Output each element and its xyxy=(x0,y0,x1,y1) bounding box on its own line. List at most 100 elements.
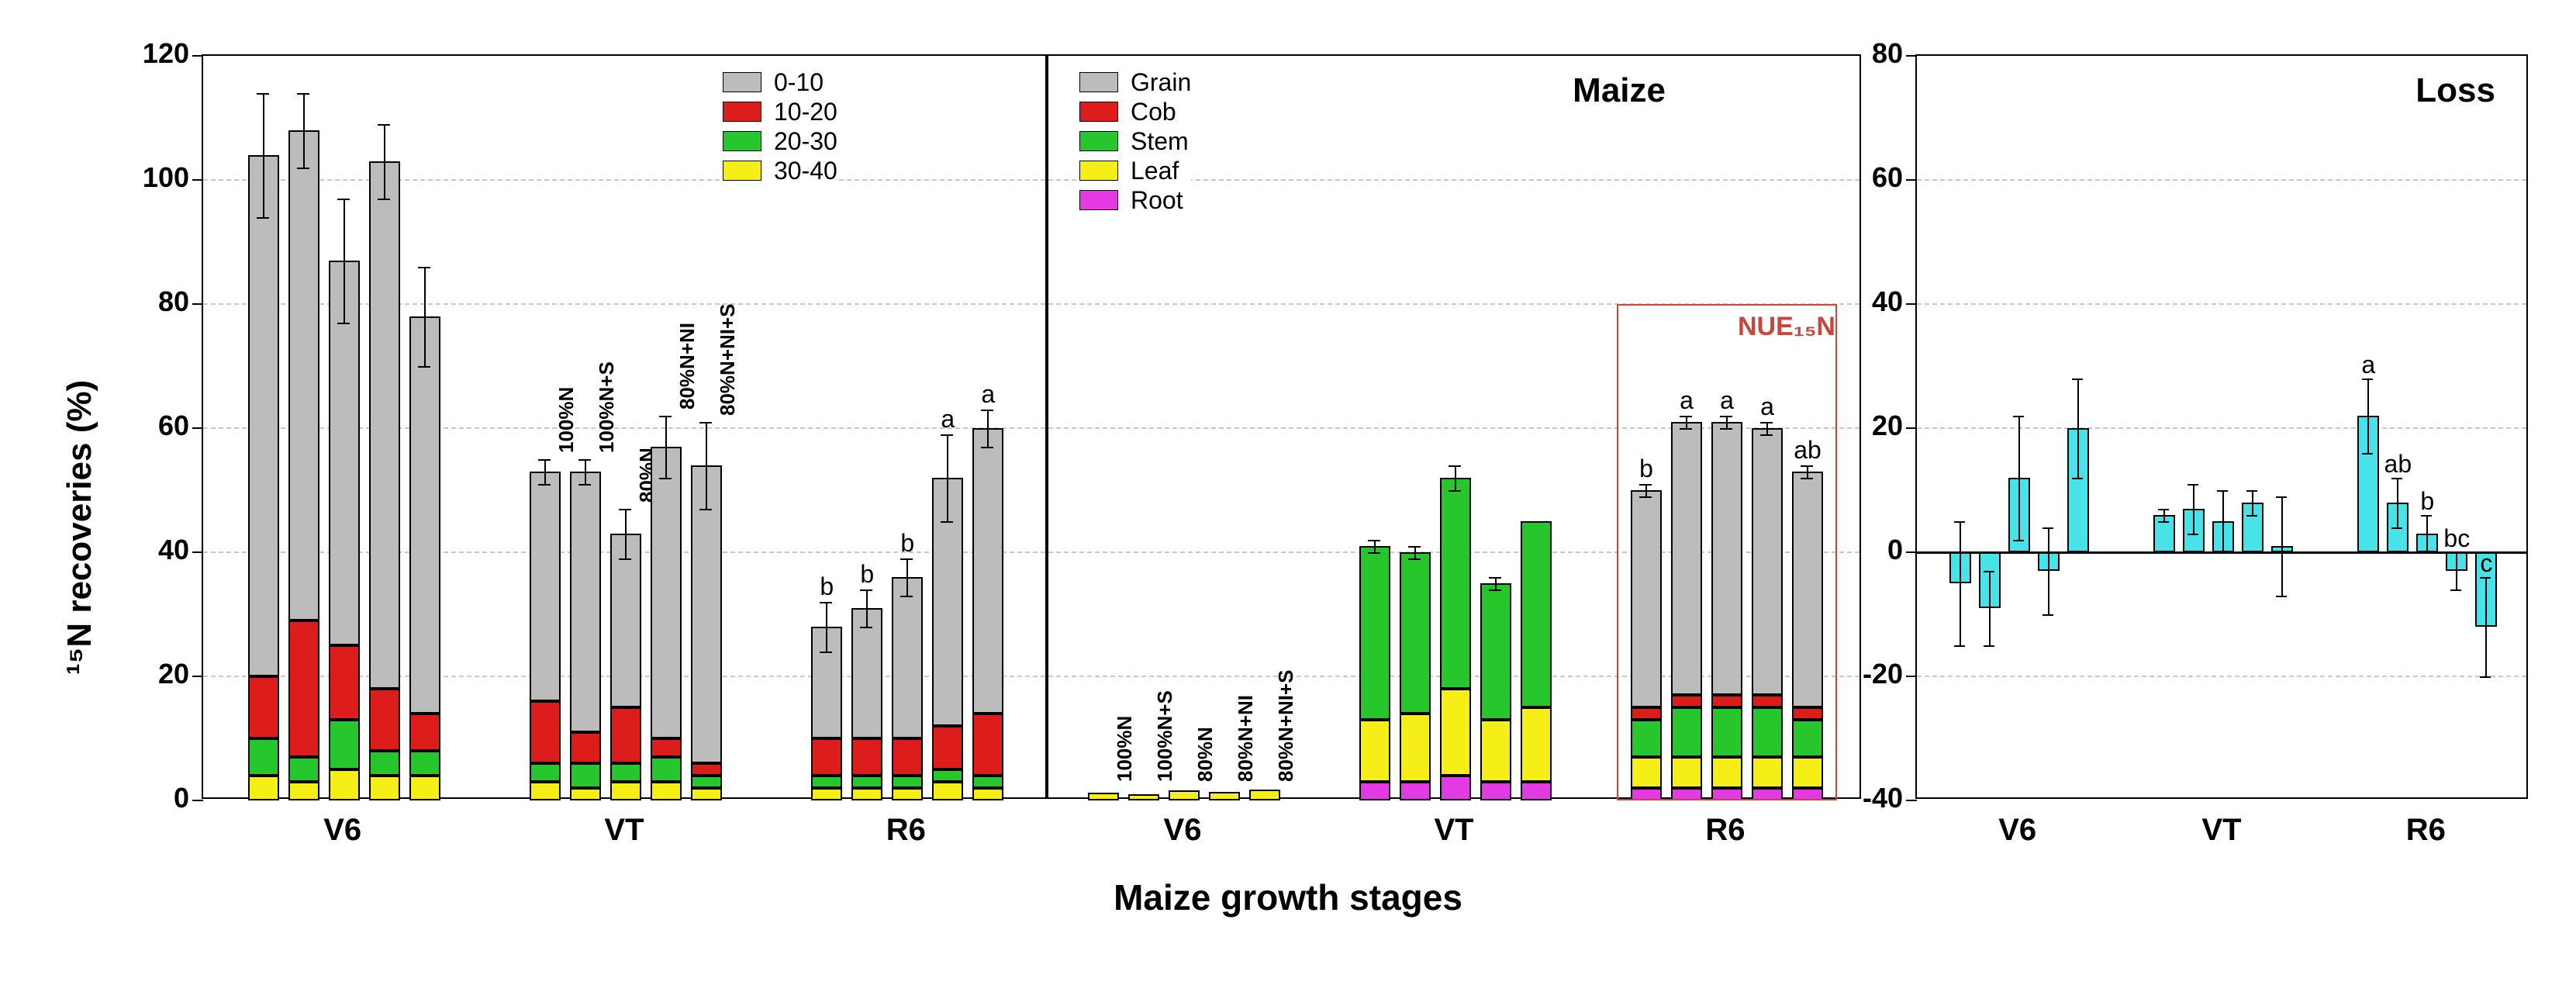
bar-segment xyxy=(1480,720,1511,782)
bar-segment xyxy=(1128,794,1159,800)
bar-segment xyxy=(691,763,722,776)
bar-segment xyxy=(409,776,440,800)
bar-segment xyxy=(932,782,963,800)
sig-letter: a xyxy=(932,405,963,434)
bar-segment xyxy=(932,769,963,782)
bar-segment xyxy=(288,757,319,782)
ytick-label: 80 xyxy=(104,285,189,318)
bar-segment xyxy=(409,714,440,751)
bar-segment xyxy=(1169,790,1200,800)
bar-segment xyxy=(530,701,561,763)
panel-loss: Lossaabbbcc xyxy=(1915,54,2528,799)
legend-item: Cob xyxy=(1131,98,1176,126)
bar-segment xyxy=(288,620,319,757)
bar-segment xyxy=(1440,478,1471,689)
bar-segment xyxy=(1521,521,1552,707)
bar-segment xyxy=(570,732,601,763)
ytick-label: 20 xyxy=(1818,410,1903,442)
treatment-label: 80%N+NI+S xyxy=(1274,669,1298,782)
bar-segment xyxy=(1480,782,1511,800)
y-axis-label: ¹⁵N recoveries (%) xyxy=(60,380,99,675)
bar-segment xyxy=(892,738,923,776)
ytick-label: 40 xyxy=(1818,285,1903,318)
treatment-label: 80%N+NI xyxy=(1234,695,1258,782)
xtick-label: R6 xyxy=(765,813,1047,848)
bar-segment xyxy=(651,738,682,757)
sig-letter: ab xyxy=(2382,450,2413,479)
xtick-label: V6 xyxy=(1915,813,2119,848)
bar-segment xyxy=(248,738,279,776)
ytick-label: -40 xyxy=(1818,782,1903,814)
treatment-label: 100%N xyxy=(554,387,578,453)
xtick-label: VT xyxy=(483,813,765,848)
legend-item: Root xyxy=(1131,186,1183,215)
sig-letter: a xyxy=(972,380,1003,409)
sig-letter: b xyxy=(892,529,923,558)
bar-segment xyxy=(811,738,842,776)
treatment-label: 100%N xyxy=(1113,716,1137,782)
bar-segment xyxy=(329,720,360,769)
x-axis-label: Maize growth stages xyxy=(0,876,2576,918)
xtick-label: V6 xyxy=(1047,813,1318,848)
bar-segment xyxy=(1440,776,1471,800)
legend-item: Leaf xyxy=(1131,157,1179,185)
nue-box xyxy=(1617,304,1837,800)
bar-segment xyxy=(369,161,400,689)
sig-letter: a xyxy=(2353,351,2384,379)
bar-segment xyxy=(1249,790,1280,800)
sig-letter: b xyxy=(851,560,882,589)
panel-title: Loss xyxy=(2415,71,2495,110)
bar-segment xyxy=(248,676,279,738)
treatment-label: 100%N+S xyxy=(1153,690,1177,782)
panel-soil: Soil0-1010-2020-3030-40100%N100%N+S80%N8… xyxy=(202,54,1047,799)
legend-item: Stem xyxy=(1131,127,1189,156)
bar-segment xyxy=(530,472,561,701)
sig-letter: b xyxy=(2412,487,2443,516)
panel-title: Maize xyxy=(1573,71,1666,110)
ytick-label: 120 xyxy=(104,37,189,70)
legend-item: Grain xyxy=(1131,68,1191,97)
bar-segment xyxy=(1480,583,1511,720)
bar-segment xyxy=(1440,689,1471,776)
bar-segment xyxy=(691,776,722,788)
bar-segment xyxy=(1400,782,1431,800)
legend-item: 20-30 xyxy=(774,127,837,156)
bar-segment xyxy=(409,751,440,776)
bar-segment xyxy=(811,776,842,788)
bar-segment xyxy=(369,689,400,751)
panel-maize: Maize GrainCobStemLeafRoot 100%N 100%N+S 80%… xyxy=(1047,54,1861,799)
bar-segment xyxy=(691,788,722,800)
ytick-label: -20 xyxy=(1818,658,1903,690)
bar-segment xyxy=(1400,714,1431,782)
bar-segment xyxy=(651,447,682,738)
bar-segment xyxy=(651,757,682,782)
bar-segment xyxy=(1088,793,1119,800)
bar-segment xyxy=(1521,707,1552,782)
bar-segment xyxy=(369,776,400,800)
bar-segment xyxy=(851,776,882,788)
bar-segment xyxy=(288,782,319,800)
bar-segment xyxy=(972,428,1003,714)
bar-segment xyxy=(892,788,923,800)
bar-segment xyxy=(1400,552,1431,714)
ytick-label: 60 xyxy=(1818,161,1903,194)
bar-segment xyxy=(530,782,561,800)
bar-segment xyxy=(570,472,601,732)
ytick-label: 100 xyxy=(104,161,189,194)
treatment-label: 100%N+S xyxy=(595,361,619,453)
bar-segment xyxy=(1359,546,1390,720)
bar-segment xyxy=(570,763,601,788)
bar-segment xyxy=(369,751,400,776)
bar-segment xyxy=(329,769,360,800)
ytick-label: 60 xyxy=(104,410,189,442)
treatment-label: 80%N xyxy=(1193,727,1217,782)
bar-segment xyxy=(610,763,641,782)
bar-segment xyxy=(610,782,641,800)
bar-segment xyxy=(932,726,963,769)
bar-segment xyxy=(530,763,561,782)
bar-segment xyxy=(570,788,601,800)
bar-segment xyxy=(248,776,279,800)
bar-segment xyxy=(1359,720,1390,782)
xtick-label: R6 xyxy=(2324,813,2528,848)
ytick-label: 20 xyxy=(104,658,189,690)
